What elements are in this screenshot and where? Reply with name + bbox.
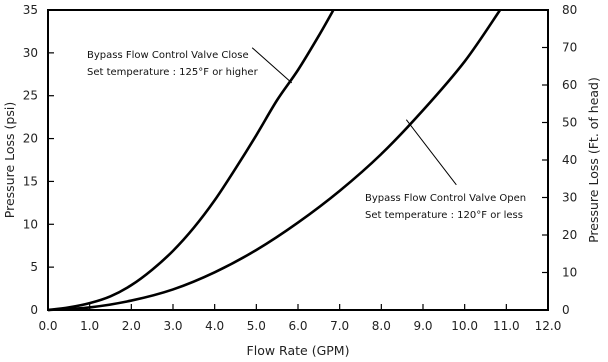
x-tick-label: 1.0: [80, 319, 99, 333]
y-axis-title: Pressure Loss (psi): [2, 102, 17, 218]
x-axis-ticks: 0.0 1.0 2.0 3.0 4.0 5.0 6.0 7.0 8.0 9.0 10.0 11.0 12…: [38, 304, 561, 333]
x-tick-label: 3.0: [163, 319, 182, 333]
y-tick-label: 35: [23, 3, 38, 17]
x-tick-label: 7.0: [330, 319, 349, 333]
x-tick-label: 11.0: [493, 319, 520, 333]
curve-valve-open: [47, 9, 502, 312]
y2-axis-title: Pressure Loss (Ft. of head): [586, 77, 601, 243]
x-tick-label: 0.0: [38, 319, 57, 333]
x-axis-title: Flow Rate (GPM): [247, 343, 350, 358]
x-tick-label: 12.0: [535, 319, 562, 333]
y2-tick-label: 70: [562, 41, 577, 55]
x-tick-label: 5.0: [247, 319, 266, 333]
y2-tick-label: 60: [562, 78, 577, 92]
y2-tick-label: 10: [562, 266, 577, 280]
y-tick-label: 15: [23, 174, 38, 188]
y-tick-label: 25: [23, 89, 38, 103]
y-tick-label: 30: [23, 46, 38, 60]
x-tick-label: 6.0: [288, 319, 307, 333]
y-tick-label: 20: [23, 132, 38, 146]
y-tick-label: 0: [30, 303, 38, 317]
x-tick-label: 4.0: [205, 319, 224, 333]
x-tick-label: 9.0: [413, 319, 432, 333]
x-tick-label: 10.0: [451, 319, 478, 333]
annotation-text: Bypass Flow Control Valve Open: [365, 193, 526, 204]
y2-tick-label: 80: [562, 3, 577, 17]
annotation-leader-line: [405, 119, 457, 186]
x-tick-label: 2.0: [122, 319, 141, 333]
annotations: Bypass Flow Control Valve Close Set tempe…: [87, 47, 526, 221]
y-tick-label: 10: [23, 217, 38, 231]
y-axis-ticks: 0 5 10 15 20 25 30 35: [23, 3, 54, 317]
annotation-text: Bypass Flow Control Valve Close: [87, 50, 249, 61]
y-tick-label: 5: [30, 260, 38, 274]
x-tick-label: 8.0: [372, 319, 391, 333]
y2-axis-ticks: 0 10 20 30 40 50 60 70 80: [542, 3, 577, 317]
curves: [47, 9, 502, 312]
y2-tick-label: 30: [562, 191, 577, 205]
y2-tick-label: 0: [562, 303, 570, 317]
annotation-text: Set temperature : 120°F or less: [365, 210, 523, 221]
y2-tick-label: 20: [562, 228, 577, 242]
annotation-text: Set temperature : 125°F or higher: [87, 67, 259, 78]
y2-tick-label: 40: [562, 153, 577, 167]
y2-tick-label: 50: [562, 116, 577, 130]
annotation-leader-line: [251, 47, 293, 84]
curve-valve-close: [47, 9, 335, 312]
